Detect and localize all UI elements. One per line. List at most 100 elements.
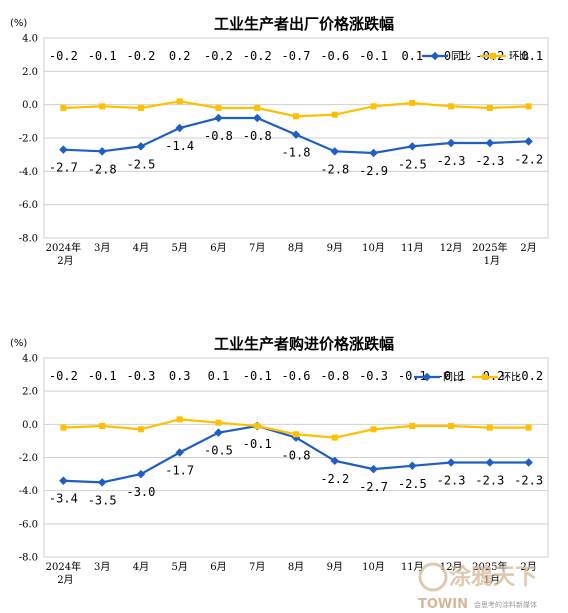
data-label-同比: -2.2 [320,472,349,486]
data-point-同比 [175,448,184,457]
data-label-环比: -0.2 [49,49,78,63]
y-tick-label: -4.0 [19,167,38,178]
data-label-同比: -0.8 [282,449,311,463]
data-label-环比: -0.1 [437,49,466,63]
data-point-同比 [485,458,495,467]
y-tick-label: 2.0 [22,67,38,78]
y-tick-label: -2.0 [19,453,38,464]
y-axis-unit: (%) [10,338,27,349]
data-label-同比: -2.3 [437,473,466,487]
data-point-同比 [330,147,340,156]
y-tick-label: 4.0 [22,34,38,45]
data-label-环比: -0.1 [398,369,427,383]
y-tick-label: -6.0 [19,519,38,530]
x-tick-label: 12月 [440,242,463,254]
y-tick-label: -4.0 [19,486,38,497]
data-point-环比 [331,111,338,118]
data-label-环比: 0.1 [401,49,423,63]
data-label-环比: -0.3 [126,369,155,383]
data-label-环比: -0.8 [320,369,349,383]
data-label-同比: -2.9 [359,164,388,178]
data-point-环比 [293,431,299,438]
data-label-环比: -0.1 [88,49,117,63]
data-label-同比: -2.7 [49,161,78,175]
data-label-环比: -0.7 [282,49,311,63]
x-tick-label: 1月 [484,255,500,267]
x-tick-label: 11月 [401,561,424,573]
data-label-同比: -2.2 [514,152,543,166]
data-label-环比: -0.2 [126,49,155,63]
data-point-环比 [448,422,455,429]
x-tick-label: 10月 [362,242,385,254]
data-point-环比 [60,424,67,431]
x-tick-label: 2025年 [472,560,507,573]
data-point-环比 [215,105,222,111]
data-point-环比 [99,422,106,429]
legend-marker-环比 [482,374,488,380]
x-tick-label: 2月 [520,242,536,254]
data-point-同比 [175,123,184,133]
chart-export-price: 工业生产者出厂价格涨跌幅 (%) 4.0 2.0 0.0 -2.0 -4.0 -6.0 -8.0… [10,15,549,267]
data-point-同比 [369,148,378,158]
data-label-同比: -3.5 [88,493,117,507]
data-point-环比 [254,422,261,429]
y-tick-label: 0.0 [22,420,38,431]
data-label-同比: -1.8 [282,146,311,160]
x-tick-label: 7月 [249,561,265,573]
legend-marker-同比 [422,372,432,382]
data-point-环比 [137,426,144,433]
x-tick-label: 2月 [57,574,73,586]
data-point-环比 [215,419,222,426]
legend-label-环比: 环比 [501,372,521,384]
data-point-环比 [60,105,67,111]
x-tick-label: 10月 [362,561,385,573]
data-label-环比: -0.1 [88,369,117,383]
y-axis-unit: (%) [10,18,27,29]
data-label-同比: -2.5 [398,157,427,171]
chart-title: 工业生产者购进价格涨跌幅 [214,335,394,353]
data-label-环比: -0.6 [282,369,311,383]
legend-label-同比: 同比 [451,51,471,63]
x-tick-label: 2024年 [46,241,81,254]
data-point-环比 [176,416,183,423]
data-label-环比: -0.6 [320,49,349,63]
data-point-同比 [291,130,301,139]
legend-label-同比: 同比 [443,372,463,384]
data-label-环比: -0.2 [514,369,543,383]
x-tick-label: 6月 [210,242,226,254]
data-label-同比: -2.3 [437,154,466,168]
data-label-同比: -3.4 [49,492,78,506]
watermark-tag: 会思考的涂料新媒体 [474,600,537,609]
data-point-同比 [59,145,68,154]
x-tick-label: 4月 [133,561,149,573]
y-tick-label: 2.0 [22,387,38,398]
data-point-同比 [97,147,107,156]
data-label-同比: -0.5 [204,444,233,458]
data-point-同比 [408,142,417,151]
watermark: 涂鴉天下 TOWIN 会思考的涂料新媒体 [418,562,537,612]
data-point-环比 [176,98,183,105]
data-label-同比: -2.8 [88,162,117,176]
x-tick-label: 4月 [133,242,149,254]
data-point-环比 [409,422,416,429]
x-tick-label: 11月 [401,242,424,254]
data-label-同比: -2.7 [359,480,388,494]
data-point-同比 [446,458,456,467]
data-label-同比: -1.7 [165,464,194,478]
data-point-环比 [486,424,493,431]
data-point-同比 [485,138,495,148]
data-point-同比 [369,464,378,474]
data-label-环比: -0.3 [359,369,388,383]
legend-marker-环比 [490,53,496,59]
data-label-同比: -2.8 [320,162,349,176]
y-tick-label: -2.0 [19,134,38,145]
x-tick-label: 8月 [288,242,304,254]
data-label-环比: -0.2 [204,49,233,63]
x-tick-label: 5月 [172,242,188,254]
data-label-同比: -0.8 [243,129,272,143]
data-point-环比 [486,105,493,111]
data-point-同比 [136,142,146,151]
x-tick-label: 3月 [94,561,110,573]
data-label-环比: 0.2 [169,49,191,63]
